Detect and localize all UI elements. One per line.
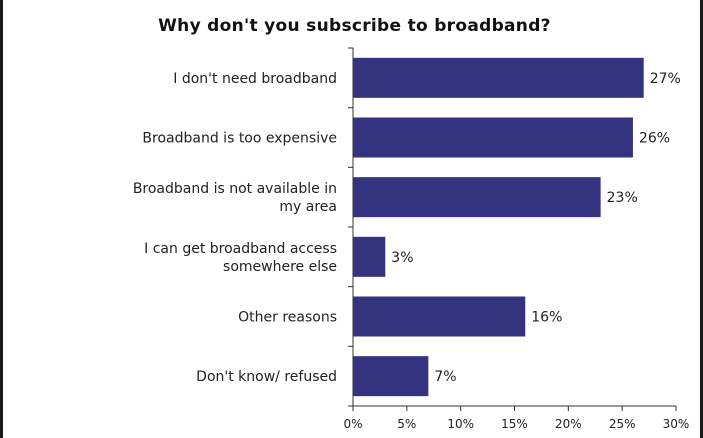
category-label: I can get broadband access somewhere else <box>144 241 337 275</box>
data-label: 26% <box>639 131 670 147</box>
category-label: Broadband is too expensive <box>142 131 337 147</box>
x-tick-label: 10% <box>447 417 474 431</box>
category-label: Broadband is not available in my area <box>133 181 337 215</box>
data-label: 16% <box>531 310 562 326</box>
chart-title: Why don't you subscribe to broadband? <box>158 16 551 36</box>
data-label: 27% <box>650 71 681 87</box>
bar <box>353 296 526 337</box>
bar <box>353 356 429 397</box>
category-label: Other reasons <box>238 310 337 326</box>
bar <box>353 57 644 98</box>
x-tick-label: 5% <box>397 417 416 431</box>
data-label: 3% <box>391 250 413 266</box>
bar-chart: 0% 5% 10% 15% 20% 25% 30% 27% I don't need broad… <box>133 47 690 431</box>
bar <box>353 117 633 158</box>
x-tick-label: 25% <box>609 417 636 431</box>
data-label: 7% <box>434 369 456 385</box>
category-label: Don't know/ refused <box>196 369 337 385</box>
x-tick-label: 15% <box>501 417 528 431</box>
x-tick-label: 20% <box>555 417 582 431</box>
x-tick-label: 30% <box>663 417 690 431</box>
x-tick-label: 0% <box>343 417 362 431</box>
category-label: I don't need broadband <box>173 71 337 87</box>
bar <box>353 236 386 277</box>
bar <box>353 177 601 218</box>
data-label: 23% <box>607 190 638 206</box>
